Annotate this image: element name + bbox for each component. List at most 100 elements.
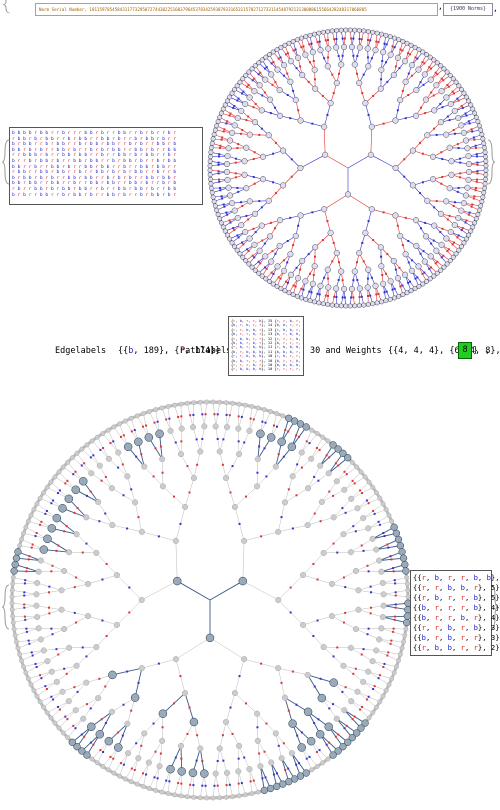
node	[347, 27, 353, 33]
edge-label	[385, 43, 388, 46]
node	[65, 735, 71, 741]
edge-label	[48, 612, 51, 615]
path-row: {r, b, r, r, b}, 15 {r, r, b, r, b}, 9	[231, 319, 303, 323]
edge	[242, 580, 279, 601]
node	[437, 119, 445, 126]
edge-label	[465, 219, 468, 222]
node	[365, 266, 372, 273]
edge-label	[476, 163, 479, 166]
edge-label	[423, 62, 426, 65]
node	[72, 707, 79, 714]
edge-label	[327, 294, 330, 297]
edge-label	[359, 489, 362, 492]
edge-label	[177, 415, 180, 418]
node	[17, 651, 23, 657]
edge-label	[341, 37, 344, 40]
edge-label	[328, 490, 331, 493]
edge-label	[297, 109, 300, 112]
node	[325, 284, 332, 291]
edge-label	[362, 648, 365, 651]
node	[10, 574, 16, 580]
edge-label	[465, 114, 468, 117]
node	[256, 247, 263, 254]
node	[465, 168, 473, 176]
node	[482, 181, 488, 187]
node	[10, 581, 16, 587]
edge	[209, 580, 244, 601]
node	[241, 656, 248, 663]
label-grid: b b b b r b b r r b r r r b b r b r r b …	[9, 127, 203, 205]
edge-label	[272, 773, 275, 776]
edge-label	[40, 520, 43, 523]
edge-label	[34, 535, 37, 538]
node	[44, 658, 51, 665]
node	[438, 241, 445, 248]
edge-label	[85, 542, 88, 545]
node	[134, 413, 140, 419]
edge	[209, 637, 245, 660]
node	[39, 545, 49, 554]
edge-label	[441, 106, 444, 109]
tree-top	[207, 27, 489, 309]
edge-label	[85, 494, 88, 497]
edge-label	[308, 290, 311, 293]
node	[281, 267, 288, 274]
edge	[176, 580, 211, 601]
node	[227, 192, 234, 199]
edge-label	[461, 227, 464, 230]
edge-label	[154, 447, 157, 450]
node	[172, 576, 182, 586]
edge-label	[394, 268, 397, 271]
node	[84, 613, 92, 620]
node	[320, 644, 327, 651]
node	[108, 485, 115, 492]
node	[296, 420, 305, 428]
edge-label	[373, 685, 376, 688]
edge-label	[424, 221, 427, 224]
edge-label	[237, 757, 240, 760]
node	[113, 621, 120, 628]
node	[376, 636, 383, 643]
edge-label	[367, 113, 370, 116]
edge-label	[386, 80, 389, 83]
edge-label	[35, 665, 38, 668]
node	[256, 270, 262, 276]
edge-label	[233, 229, 236, 232]
edge-label	[394, 606, 397, 609]
edge-label	[318, 749, 321, 752]
edge-label	[393, 618, 396, 621]
node	[19, 536, 24, 542]
edge-label	[473, 138, 476, 141]
edge-label	[252, 418, 255, 421]
node	[356, 44, 363, 51]
node	[455, 114, 462, 122]
node	[343, 303, 349, 309]
node	[325, 29, 331, 34]
edge-label	[435, 133, 438, 136]
edge-label	[328, 456, 331, 459]
edge-label	[286, 72, 289, 75]
edge-label	[390, 639, 393, 642]
edge-label	[80, 464, 83, 467]
node	[309, 49, 316, 56]
node	[87, 722, 96, 732]
node	[258, 107, 265, 114]
edge-label	[331, 260, 334, 263]
node	[34, 693, 40, 699]
node	[402, 632, 408, 638]
edge-label	[476, 155, 479, 158]
node	[465, 153, 472, 160]
edge-label	[217, 155, 220, 158]
edge-label	[345, 724, 348, 727]
node	[165, 404, 171, 409]
node	[254, 710, 261, 717]
edge-label	[298, 762, 301, 765]
edge-label	[232, 227, 235, 230]
edge-label	[452, 92, 455, 95]
node	[444, 261, 450, 267]
node	[84, 442, 90, 448]
edge-label	[430, 67, 433, 70]
edge-label	[104, 512, 107, 515]
node	[246, 198, 253, 205]
node	[267, 96, 274, 103]
